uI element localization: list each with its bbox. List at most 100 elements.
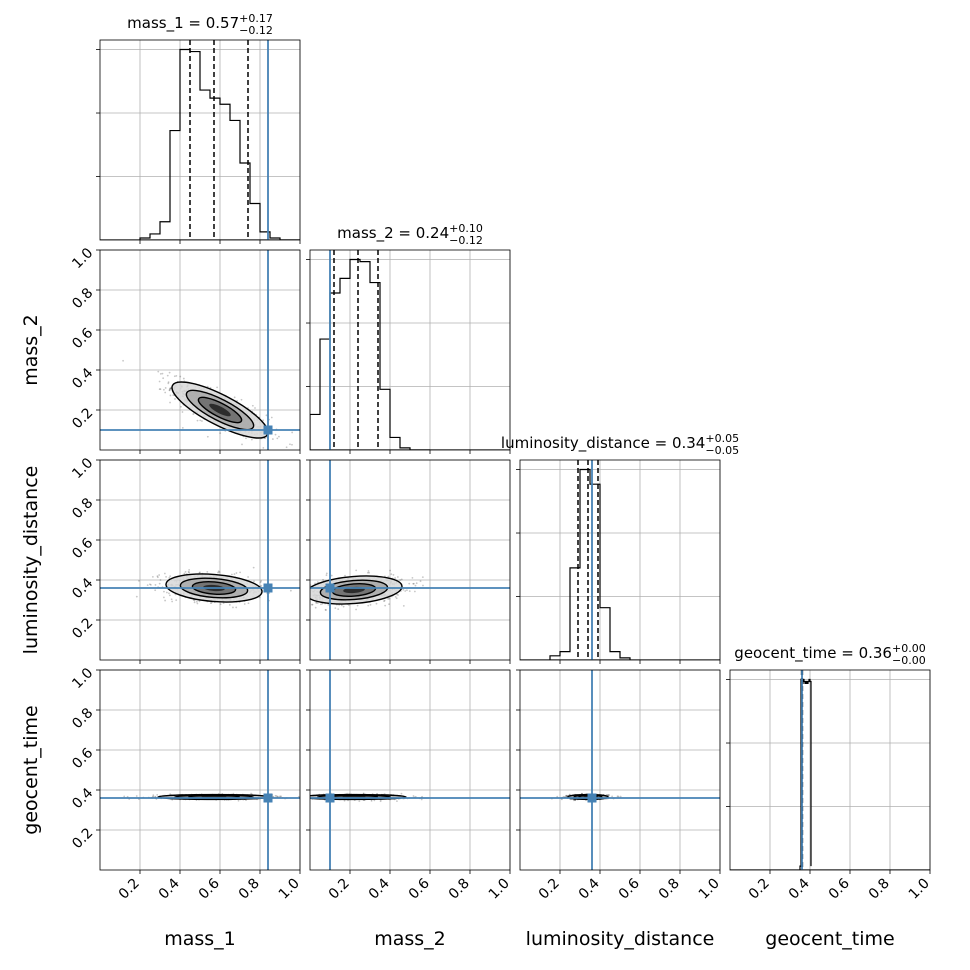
sample-point <box>195 600 198 603</box>
sample-point <box>270 416 273 419</box>
sample-point <box>289 799 291 801</box>
sample-point <box>206 435 209 438</box>
sample-point <box>294 795 296 797</box>
sample-point <box>123 795 126 798</box>
sample-point <box>163 572 166 575</box>
sample-point <box>325 574 328 577</box>
sample-point <box>159 388 162 391</box>
axes-frame <box>99 39 301 241</box>
sample-point <box>413 582 415 585</box>
sample-point <box>291 443 293 446</box>
sample-point <box>148 583 151 586</box>
sample-point <box>561 798 563 801</box>
sample-point <box>322 578 324 581</box>
y-tick-label: 0.8 <box>69 495 96 522</box>
sample-point <box>390 573 393 576</box>
sample-point <box>152 795 155 798</box>
sample-point <box>305 586 307 588</box>
sample-point <box>319 603 322 606</box>
y-tick-label: 0.8 <box>69 705 96 732</box>
sample-point <box>370 799 373 802</box>
sample-point <box>316 602 319 605</box>
gridlines <box>310 669 511 870</box>
sample-point <box>259 581 262 584</box>
sample-point <box>616 795 619 798</box>
sample-point <box>254 407 256 409</box>
sample-point <box>196 419 199 422</box>
y-tick-label: 0.4 <box>69 785 96 812</box>
sample-point <box>334 607 337 609</box>
sample-point <box>327 603 330 606</box>
sample-point <box>201 420 203 422</box>
sample-point <box>135 595 138 598</box>
y-tick-label: 0.2 <box>69 825 96 852</box>
y-axis-label-geocent_time: geocent_time <box>20 705 42 834</box>
sample-point <box>307 600 309 602</box>
y-tick-label: 1.0 <box>69 245 96 272</box>
sample-point <box>245 437 247 440</box>
sample-point <box>237 799 240 802</box>
axes-frame <box>99 669 301 871</box>
x-tick-label: 1.0 <box>486 876 513 903</box>
sample-point <box>387 598 390 600</box>
sample-point <box>304 589 306 591</box>
sample-point <box>606 793 608 796</box>
sample-point <box>408 582 411 585</box>
sample-point <box>166 374 169 377</box>
truth-marker <box>587 793 597 803</box>
sample-point <box>252 566 255 569</box>
sample-point <box>161 372 164 375</box>
sample-point <box>163 388 165 391</box>
sample-point <box>169 401 171 404</box>
gridlines <box>310 459 511 660</box>
sample-point <box>404 590 407 592</box>
x-tick-label: 0.8 <box>656 876 683 903</box>
sample-point <box>307 594 309 596</box>
gridlines <box>520 669 721 870</box>
x-tick-label: 0.6 <box>616 875 643 902</box>
sample-point <box>158 388 161 391</box>
sample-point <box>169 793 172 796</box>
sample-point <box>366 571 369 574</box>
truth-marker <box>263 583 273 593</box>
gridlines <box>100 459 301 660</box>
sample-point <box>240 398 243 401</box>
sample-point <box>414 584 417 587</box>
sample-point <box>169 387 172 389</box>
sample-point <box>278 435 280 438</box>
density-mass_2-vs-geocent_time <box>289 670 510 870</box>
truth-marker <box>263 425 273 435</box>
sample-point <box>342 605 345 608</box>
sample-point <box>168 576 171 579</box>
sample-point <box>265 414 268 417</box>
x-axis-label-luminosity_distance: luminosity_distance <box>526 928 715 950</box>
title-text: mass_2 = 0.24 <box>337 224 449 243</box>
sample-point <box>419 580 422 583</box>
sample-point <box>394 577 397 579</box>
sample-point <box>156 575 159 578</box>
sample-point <box>406 589 408 592</box>
sample-point <box>169 575 172 578</box>
sample-point <box>572 799 575 802</box>
sample-point <box>251 404 254 407</box>
title-text: luminosity_distance = 0.34 <box>501 434 705 453</box>
sample-point <box>262 419 265 422</box>
sample-point <box>400 792 403 795</box>
sample-point <box>337 608 340 610</box>
y-tick-label: 0.6 <box>69 325 96 352</box>
sample-point <box>260 580 263 582</box>
sample-point <box>330 574 333 577</box>
sample-point <box>271 438 274 440</box>
sample-point <box>241 443 243 446</box>
density-mass_2-vs-luminosity_distance <box>281 460 510 660</box>
contour-line <box>310 575 403 605</box>
sample-point <box>276 437 279 440</box>
sample-point <box>281 596 283 598</box>
x-tick-label: 0.4 <box>576 875 603 902</box>
sample-point <box>179 375 182 378</box>
x-axis-label-mass_2: mass_2 <box>374 928 446 950</box>
sample-point <box>321 602 324 605</box>
contour-line <box>185 389 255 431</box>
x-tick-label: 0.2 <box>536 876 563 903</box>
sample-point <box>154 584 157 586</box>
